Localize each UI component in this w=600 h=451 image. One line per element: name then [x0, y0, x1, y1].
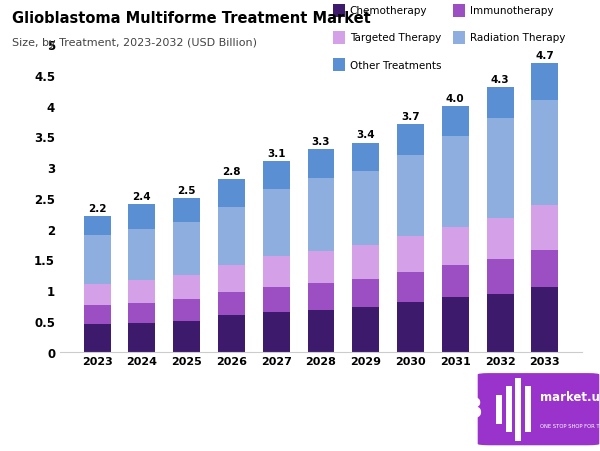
Bar: [173, 321, 200, 352]
Text: 2.4: 2.4: [133, 192, 151, 202]
Bar: [397, 125, 424, 156]
Text: $4.7B: $4.7B: [390, 396, 484, 423]
Bar: [84, 306, 110, 324]
Bar: [218, 207, 245, 266]
Bar: [397, 156, 424, 236]
Bar: [218, 266, 245, 292]
Bar: [218, 292, 245, 315]
Text: market.us: market.us: [540, 390, 600, 403]
Bar: [442, 265, 469, 298]
Text: 3.4: 3.4: [356, 130, 375, 140]
Bar: [128, 323, 155, 352]
FancyBboxPatch shape: [525, 387, 531, 432]
Bar: [532, 100, 558, 206]
Bar: [397, 303, 424, 352]
Bar: [487, 260, 514, 295]
Bar: [352, 246, 379, 280]
Bar: [532, 64, 558, 100]
Text: 2.8: 2.8: [222, 167, 241, 177]
Bar: [352, 308, 379, 352]
Text: 2.2: 2.2: [88, 204, 106, 214]
Text: 4.3: 4.3: [491, 75, 509, 85]
Bar: [487, 219, 514, 260]
Bar: [352, 172, 379, 246]
Text: Chemotherapy: Chemotherapy: [350, 6, 427, 16]
Bar: [352, 143, 379, 172]
Bar: [173, 198, 200, 223]
Text: Targeted Therapy: Targeted Therapy: [350, 33, 441, 43]
Text: 3.3: 3.3: [312, 136, 330, 146]
Text: Other Treatments: Other Treatments: [350, 60, 442, 70]
Text: 3.7: 3.7: [401, 112, 420, 122]
Text: 8.1%: 8.1%: [126, 396, 207, 423]
Bar: [128, 281, 155, 304]
Text: The Forecasted Market: The Forecasted Market: [252, 390, 405, 403]
Bar: [84, 235, 110, 284]
Text: Size for 2033 in USD:: Size for 2033 in USD:: [252, 421, 392, 434]
Bar: [128, 205, 155, 229]
Bar: [308, 179, 334, 251]
Bar: [84, 217, 110, 235]
Bar: [487, 88, 514, 119]
Bar: [218, 315, 245, 352]
Text: Size, by Treatment, 2023-2032 (USD Billion): Size, by Treatment, 2023-2032 (USD Billi…: [12, 38, 257, 48]
Bar: [128, 229, 155, 281]
Bar: [442, 298, 469, 352]
Bar: [308, 310, 334, 352]
Bar: [308, 251, 334, 284]
Bar: [352, 280, 379, 308]
Text: ONE STOP SHOP FOR THE REPORTS: ONE STOP SHOP FOR THE REPORTS: [540, 423, 600, 428]
Text: Radiation Therapy: Radiation Therapy: [470, 33, 565, 43]
Bar: [397, 236, 424, 272]
Bar: [263, 257, 290, 287]
Bar: [532, 251, 558, 287]
Bar: [442, 106, 469, 137]
Text: 4.7: 4.7: [535, 51, 554, 60]
Bar: [173, 275, 200, 299]
Bar: [218, 180, 245, 207]
FancyBboxPatch shape: [477, 373, 600, 446]
Bar: [487, 119, 514, 219]
Bar: [308, 149, 334, 179]
Bar: [128, 304, 155, 323]
Bar: [532, 287, 558, 352]
FancyBboxPatch shape: [506, 387, 512, 432]
Text: 2.5: 2.5: [178, 185, 196, 195]
Text: Glioblastoma Multiforme Treatment Market: Glioblastoma Multiforme Treatment Market: [12, 11, 371, 26]
Bar: [263, 189, 290, 257]
Bar: [173, 299, 200, 321]
FancyBboxPatch shape: [515, 378, 521, 441]
Text: 3.1: 3.1: [267, 148, 286, 159]
Text: Immunotherapy: Immunotherapy: [470, 6, 553, 16]
Text: The Market will Grow: The Market will Grow: [12, 390, 153, 403]
Text: 4.0: 4.0: [446, 93, 464, 103]
Bar: [397, 272, 424, 303]
FancyBboxPatch shape: [496, 395, 502, 424]
Bar: [532, 206, 558, 251]
Bar: [84, 284, 110, 306]
Bar: [84, 324, 110, 352]
Bar: [173, 223, 200, 275]
Bar: [263, 161, 290, 189]
Bar: [442, 137, 469, 227]
Bar: [263, 312, 290, 352]
Bar: [442, 227, 469, 265]
Text: At the CAGR of:: At the CAGR of:: [12, 421, 116, 434]
Bar: [487, 295, 514, 352]
Bar: [263, 287, 290, 312]
Bar: [308, 284, 334, 310]
